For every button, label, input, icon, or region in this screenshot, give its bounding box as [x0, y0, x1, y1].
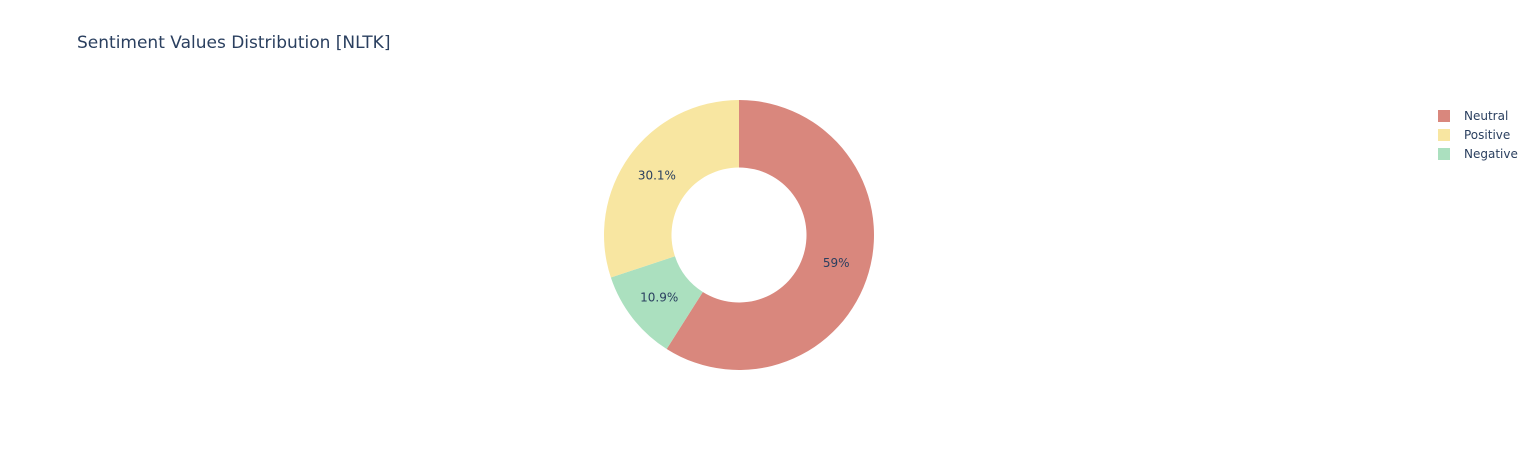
slice-label-negative: 10.9%: [640, 290, 678, 304]
legend-item-neutral[interactable]: Neutral: [1438, 106, 1518, 125]
slice-label-positive: 30.1%: [638, 169, 676, 183]
legend-label-positive: Positive: [1464, 127, 1511, 142]
legend-label-negative: Negative: [1464, 146, 1518, 161]
legend-item-negative[interactable]: Negative: [1438, 144, 1518, 163]
slice-label-neutral: 59%: [823, 256, 850, 270]
donut-slice-positive[interactable]: [604, 100, 739, 278]
legend-label-neutral: Neutral: [1464, 108, 1509, 123]
chart-title: Sentiment Values Distribution [NLTK]: [77, 33, 391, 53]
legend: Neutral Positive Negative: [1438, 106, 1518, 163]
legend-swatch-negative: [1438, 147, 1450, 160]
legend-swatch-positive: [1438, 128, 1450, 141]
legend-swatch-neutral: [1438, 109, 1450, 122]
legend-item-positive[interactable]: Positive: [1438, 125, 1518, 144]
donut-slice-neutral[interactable]: [666, 100, 874, 371]
donut-slice-negative[interactable]: [610, 256, 703, 349]
